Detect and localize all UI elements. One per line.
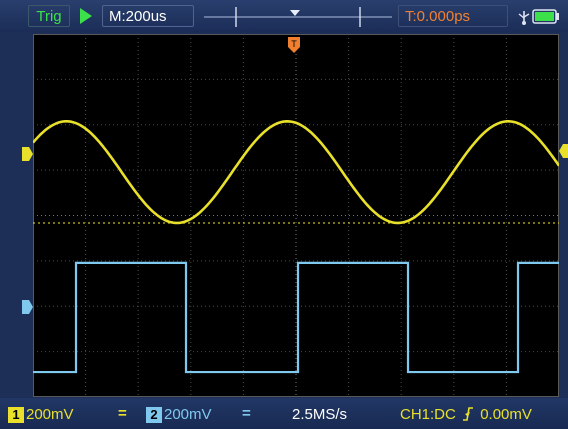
- usb-icon: [518, 11, 530, 25]
- memory-position-bar[interactable]: [200, 4, 396, 30]
- ch1-coupling-symbol: =: [118, 405, 127, 422]
- graticule-border: [33, 34, 559, 397]
- ch2-coupling[interactable]: =: [242, 404, 251, 424]
- trigger-time-readout[interactable]: T:0.000ps: [398, 5, 508, 27]
- trig-status[interactable]: Trig: [28, 5, 70, 27]
- waveform-canvas: [32, 34, 561, 397]
- ch2-level-marker[interactable]: [22, 300, 33, 314]
- waveform-display[interactable]: [32, 34, 561, 397]
- trig-label: Trig: [36, 8, 62, 25]
- ch1-volts-per-div: 200mV: [26, 406, 74, 423]
- ch2-volts-per-div: 200mV: [164, 406, 212, 423]
- ch1-badge: 1: [8, 407, 24, 423]
- play-icon[interactable]: [80, 8, 92, 24]
- battery-icon: [532, 9, 559, 24]
- sample-rate: 2.5MS/s: [292, 405, 347, 425]
- ch1-coupling[interactable]: =: [118, 404, 127, 424]
- ch2-badge: 2: [146, 407, 162, 423]
- rising-edge-icon: [463, 407, 474, 421]
- ch2-coupling-symbol: =: [242, 405, 251, 422]
- ch2-vertical-scale[interactable]: 2 200mV: [146, 405, 212, 425]
- timebase-readout[interactable]: M:200us: [102, 5, 194, 27]
- ch1-level-marker[interactable]: [22, 147, 33, 161]
- trigger-level-marker[interactable]: [559, 144, 568, 158]
- trigger-setting[interactable]: CH1:DC 0.00mV: [400, 405, 532, 425]
- ch2-square-trace: [33, 261, 559, 374]
- ch1-vertical-scale[interactable]: 1 200mV: [8, 405, 74, 425]
- timebase-value: M:200us: [109, 8, 167, 25]
- trigger-position-marker: [290, 10, 300, 16]
- trigger-time-value: T:0.000ps: [405, 8, 471, 25]
- svg-text:T: T: [291, 39, 297, 49]
- bottom-status-bar: [0, 398, 568, 429]
- sample-rate-value: 2.5MS/s: [292, 406, 348, 423]
- trigger-channel: CH1:DC: [400, 406, 456, 423]
- ch1-sine-trace: [32, 119, 561, 225]
- trigger-level-value: 0.00mV: [480, 406, 532, 423]
- trigger-time-marker[interactable]: T: [287, 36, 301, 54]
